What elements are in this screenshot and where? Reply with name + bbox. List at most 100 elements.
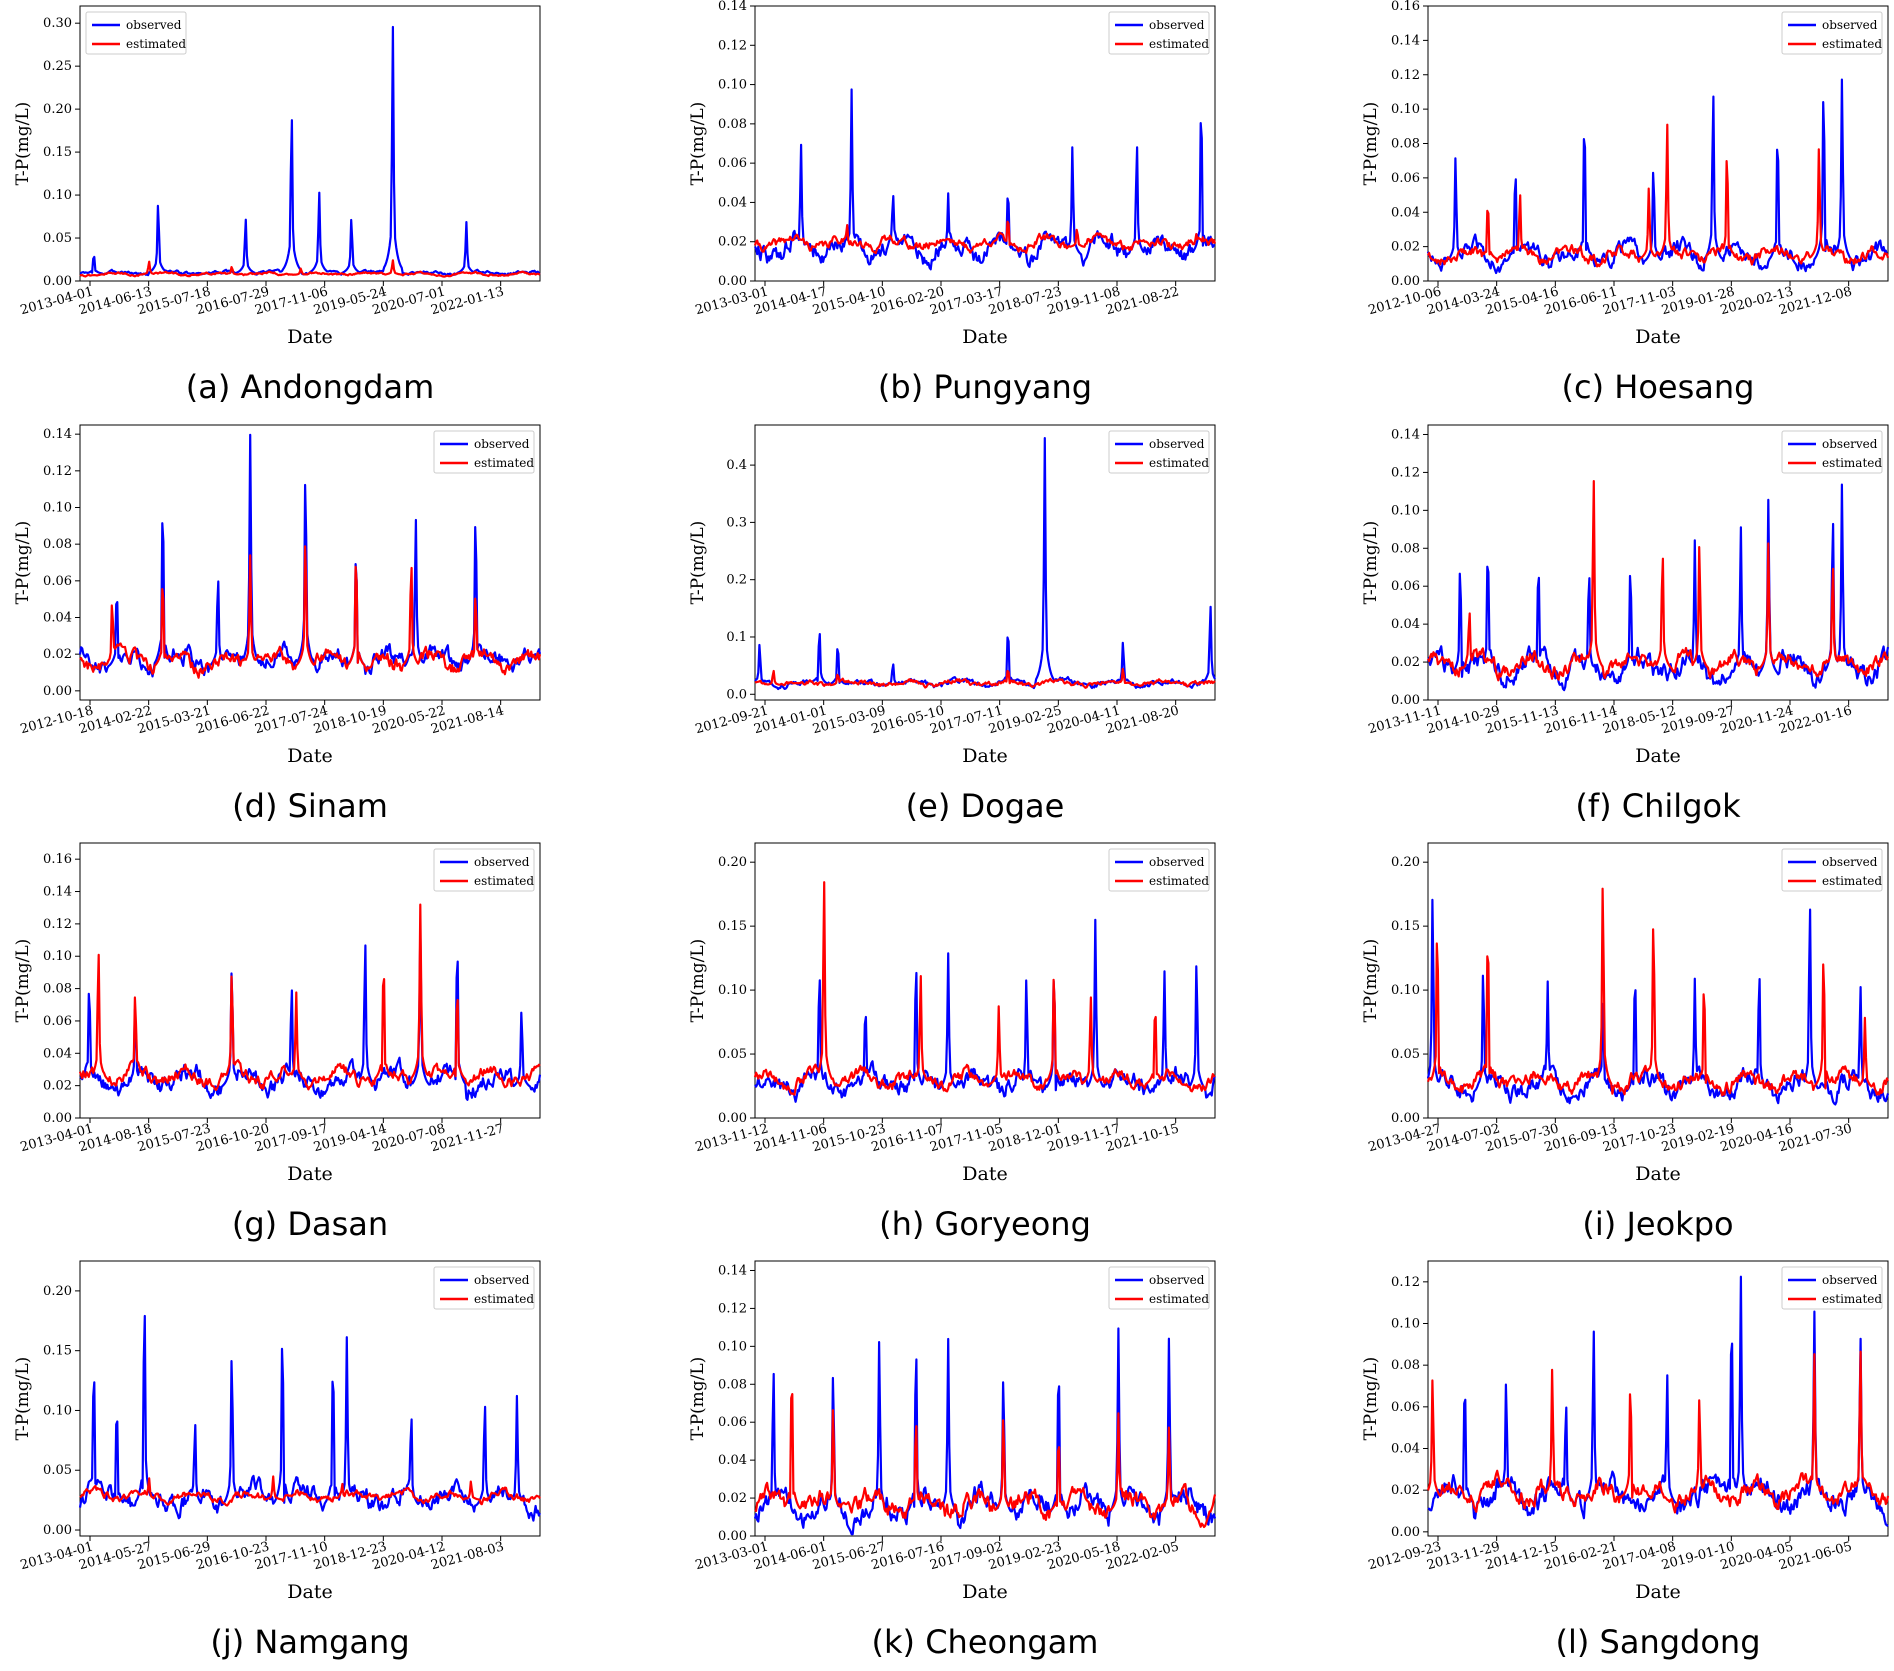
y-axis-label: T-P(mg/L) (688, 1357, 708, 1441)
plot-frame (79, 5, 541, 282)
panel-caption: (b) Pungyang (877, 368, 1093, 406)
series-estimated-line (79, 545, 542, 679)
series-observed-line (79, 25, 541, 277)
legend-observed-label: observed (1822, 855, 1878, 869)
legend: observed estimated (433, 430, 535, 474)
series-estimated-line (79, 1475, 541, 1507)
legend: observed estimated (1108, 848, 1210, 892)
panel-caption: (k) Cheongam (871, 1623, 1099, 1661)
series-observed-line (754, 918, 1216, 1103)
x-axis-label: Date (1635, 1163, 1680, 1185)
legend: observed estimated (433, 1266, 535, 1310)
y-tick-label: 0.08 (1391, 541, 1420, 556)
legend-observed-label: observed (1822, 437, 1878, 451)
y-tick-label: 0.20 (43, 1284, 72, 1299)
legend: observed estimated (1781, 1266, 1883, 1310)
y-axis-label: T-P(mg/L) (13, 521, 33, 605)
y-tick-label: 0.00 (43, 684, 72, 699)
y-tick-label: 0.05 (1391, 1047, 1420, 1062)
legend-observed-label: observed (474, 1273, 530, 1287)
y-tick-label: 0.06 (1391, 1400, 1420, 1415)
y-tick-label: 0.05 (718, 1047, 747, 1062)
y-tick-label: 0.02 (718, 1491, 747, 1506)
series-estimated-line (753, 220, 1217, 255)
x-axis-label: Date (1635, 745, 1680, 767)
y-tick-label: 0.04 (1391, 617, 1420, 632)
y-tick-label: 0.3 (726, 515, 747, 530)
y-tick-label: 0.00 (43, 274, 72, 289)
y-tick-label: 0.08 (43, 537, 72, 552)
legend-estimated-label: estimated (474, 456, 534, 470)
y-tick-label: 0.06 (718, 156, 747, 171)
legend-estimated-label: estimated (1149, 37, 1209, 51)
plot-frame (754, 1260, 1216, 1537)
chart-panel: 0.00 0.02 0.04 0.06 0.08 0.10 0.12 0.14 0.16 2013… (5, 842, 645, 1253)
legend: observed estimated (1108, 11, 1210, 55)
legend-observed-label: observed (126, 18, 182, 32)
legend: observed estimated (1108, 430, 1210, 474)
plot-frame (79, 424, 541, 701)
legend-estimated-label: estimated (1149, 456, 1209, 470)
y-tick-label: 0.12 (1391, 68, 1420, 83)
x-axis-label: Date (962, 1163, 1007, 1185)
chart-panel: 0.00 0.05 0.10 0.15 0.20 2013-04-27 2014-07-02… (1353, 842, 1894, 1253)
y-tick-label: 0.15 (43, 1344, 72, 1359)
chart-svg: 0.000.020.040.060.080.100.120.140.162013… (13, 842, 542, 1185)
y-tick-label: 0.25 (43, 59, 72, 74)
y-tick-label: 0.08 (1391, 137, 1420, 152)
plot-frame (1427, 842, 1889, 1119)
chart-svg: 0.000.020.040.060.080.100.120.142013-03-… (688, 0, 1217, 348)
plot-frame (754, 5, 1216, 282)
y-tick-label: 0.06 (1391, 171, 1420, 186)
y-tick-label: 0.10 (43, 188, 72, 203)
chart-panel: 0.00 0.02 0.04 0.06 0.08 0.10 0.12 0.14 2013-11-… (1353, 424, 1894, 835)
y-axis-label: T-P(mg/L) (688, 521, 708, 605)
legend-observed-label: observed (1822, 18, 1878, 32)
y-axis-label: T-P(mg/L) (1361, 939, 1381, 1023)
y-tick-label: 0.15 (718, 919, 747, 934)
chart-svg: 0.000.050.100.150.202013-04-272014-07-02… (1361, 842, 1890, 1185)
x-axis-label: Date (962, 745, 1007, 767)
y-tick-label: 0.00 (43, 1523, 72, 1538)
y-tick-label: 0.16 (1391, 0, 1420, 14)
plot-frame (1427, 424, 1889, 701)
plot-frame (79, 1260, 541, 1537)
chart-panel: 0.0 0.1 0.2 0.3 0.4 2012-09-21 2014-01-01 2015-… (680, 424, 1320, 835)
y-tick-label: 0.10 (718, 983, 747, 998)
panel-caption: (a) Andongdam (185, 368, 435, 406)
y-tick-label: 0.06 (43, 1014, 72, 1029)
y-tick-label: 0.14 (43, 427, 72, 442)
panel-caption: (h) Goryeong (879, 1205, 1091, 1243)
x-axis-label: Date (1635, 1581, 1680, 1603)
y-tick-label: 0.30 (43, 16, 72, 31)
y-tick-label: 0.0 (726, 687, 747, 702)
panel-caption: (l) Sangdong (1555, 1623, 1761, 1661)
y-tick-label: 0.08 (718, 1377, 747, 1392)
y-tick-label: 0.10 (1391, 1317, 1420, 1332)
y-tick-label: 0.00 (718, 1529, 747, 1544)
chart-svg: 0.000.020.040.060.080.100.120.142013-11-… (1361, 424, 1890, 767)
y-tick-label: 0.00 (1391, 1111, 1420, 1126)
y-tick-label: 0.02 (1391, 1483, 1420, 1498)
y-tick-label: 0.12 (1391, 1275, 1420, 1290)
y-tick-label: 0.00 (718, 1111, 747, 1126)
legend-estimated-label: estimated (1822, 1292, 1882, 1306)
y-tick-label: 0.08 (43, 982, 72, 997)
legend: observed estimated (85, 11, 187, 55)
legend-estimated-label: estimated (1822, 456, 1882, 470)
y-tick-label: 0.00 (43, 1111, 72, 1126)
legend-estimated-label: estimated (474, 1292, 534, 1306)
x-axis-label: Date (1635, 326, 1680, 348)
y-tick-label: 0.15 (43, 145, 72, 160)
y-tick-label: 0.20 (43, 102, 72, 117)
plot-frame (754, 424, 1216, 701)
legend-observed-label: observed (1149, 437, 1205, 451)
y-tick-label: 0.10 (1391, 102, 1420, 117)
y-tick-label: 0.14 (1391, 427, 1420, 442)
y-tick-label: 0.04 (1391, 205, 1420, 220)
y-tick-label: 0.10 (43, 1403, 72, 1418)
series-observed-line (754, 437, 1216, 691)
y-tick-label: 0.00 (718, 274, 747, 289)
series-estimated-line (1426, 1350, 1890, 1514)
y-tick-label: 0.08 (718, 117, 747, 132)
